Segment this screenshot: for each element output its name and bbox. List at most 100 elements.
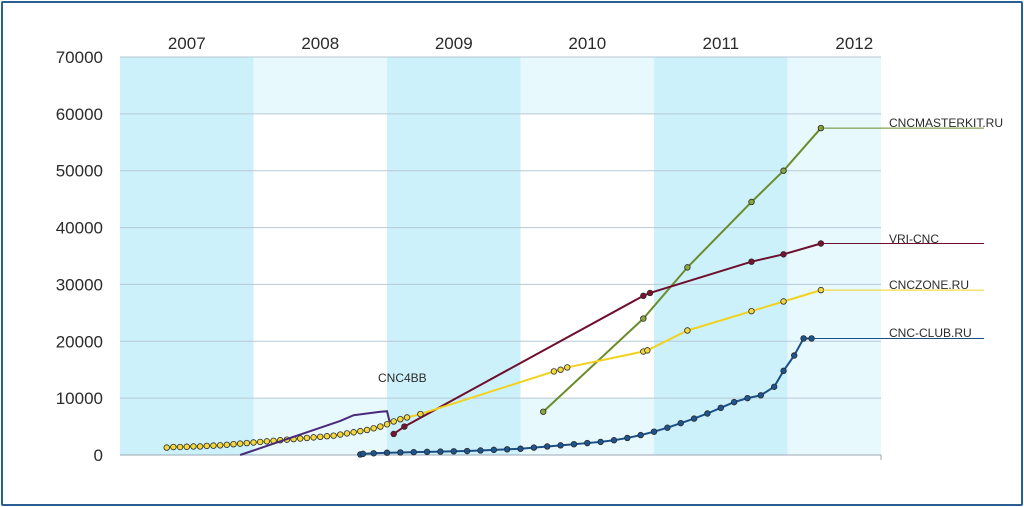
data-point	[216, 442, 224, 449]
data-point	[791, 352, 798, 359]
data-point	[397, 449, 404, 456]
year-band	[520, 57, 655, 114]
data-point	[677, 419, 684, 427]
year-band	[787, 57, 881, 455]
year-band	[253, 398, 388, 455]
data-point	[410, 448, 417, 456]
data-point	[490, 446, 498, 454]
data-point	[748, 307, 755, 315]
data-point	[343, 430, 351, 437]
year-band	[387, 57, 521, 455]
series-line	[239, 410, 391, 456]
series-label: CNCMASTERKIT.RU	[889, 116, 1003, 130]
data-point	[463, 447, 471, 455]
data-point	[748, 258, 755, 265]
data-point	[383, 449, 391, 456]
series-label: VRI-CNC	[889, 232, 939, 246]
series-label: CNC4BB	[378, 371, 427, 385]
data-point	[610, 437, 618, 444]
data-point	[230, 440, 237, 448]
series-labels: CNCMASTERKIT.RU VRI-CNC CNCZONE.RU CNC-CLUB…	[378, 116, 1003, 385]
series-lines	[163, 124, 825, 458]
x-tick-label: 2011	[703, 34, 740, 53]
year-band	[654, 57, 788, 455]
data-point	[646, 289, 654, 297]
data-point	[637, 431, 644, 439]
y-tick-label: 20000	[56, 332, 103, 351]
y-tick-label: 50000	[56, 162, 103, 181]
data-point	[363, 426, 371, 434]
data-point	[640, 292, 647, 299]
data-point	[570, 440, 578, 448]
data-point	[557, 366, 564, 373]
data-point	[780, 298, 787, 305]
y-axis-ticks: 0 10000 20000 30000 40000 50000 60000 70000	[56, 48, 103, 465]
data-point	[377, 423, 384, 430]
x-tick-label: 2010	[568, 34, 606, 53]
data-point	[557, 442, 564, 449]
series-label: CNC-CLUB.RU	[889, 326, 972, 340]
data-point	[403, 414, 411, 421]
year-band	[253, 57, 388, 455]
data-point	[417, 410, 424, 418]
data-point	[163, 444, 170, 451]
data-point	[770, 383, 778, 390]
data-point	[450, 448, 457, 455]
data-point	[243, 439, 251, 447]
data-point	[748, 198, 755, 206]
data-point	[540, 408, 547, 415]
data-point	[684, 264, 691, 271]
data-point	[744, 394, 751, 402]
data-point	[297, 435, 304, 442]
x-tick-label: 2012	[835, 34, 873, 53]
data-point	[303, 434, 311, 442]
data-point	[323, 433, 331, 440]
x-tick-label: 2007	[168, 34, 206, 53]
data-point	[357, 427, 364, 435]
data-point	[780, 167, 787, 174]
data-point	[517, 445, 524, 452]
data-point	[664, 424, 671, 431]
y-tick-label: 70000	[56, 48, 103, 67]
data-point	[690, 415, 698, 422]
y-tick-label: 0	[94, 446, 103, 465]
data-point	[717, 404, 724, 412]
data-point	[170, 443, 177, 451]
series-line	[542, 127, 822, 413]
data-point	[203, 442, 210, 450]
data-point	[256, 438, 264, 446]
data-point	[250, 439, 257, 446]
data-point	[780, 367, 787, 375]
data-point	[263, 438, 271, 445]
y-tick-label: 60000	[56, 105, 103, 124]
data-point	[477, 447, 484, 454]
data-point	[684, 327, 691, 334]
data-point	[544, 443, 551, 450]
grid-lines	[120, 56, 882, 460]
data-point	[350, 429, 357, 436]
data-point	[423, 448, 431, 456]
data-point	[397, 415, 404, 423]
data-point	[370, 425, 377, 432]
y-tick-label: 40000	[56, 219, 103, 238]
y-tick-label: 10000	[56, 389, 103, 408]
data-point	[401, 423, 408, 430]
data-point	[624, 434, 631, 442]
data-point	[390, 418, 397, 425]
data-point	[370, 450, 377, 457]
data-point	[503, 446, 511, 453]
data-point	[317, 433, 324, 441]
data-point	[757, 392, 765, 399]
year-bands	[120, 57, 881, 455]
data-point	[564, 364, 571, 371]
data-point	[310, 434, 317, 441]
data-point	[183, 443, 190, 450]
year-band	[120, 57, 254, 455]
data-point	[597, 438, 604, 446]
data-point	[437, 448, 444, 455]
year-band	[520, 57, 655, 455]
data-point	[223, 441, 231, 448]
data-point	[780, 251, 787, 258]
data-point	[530, 444, 538, 451]
